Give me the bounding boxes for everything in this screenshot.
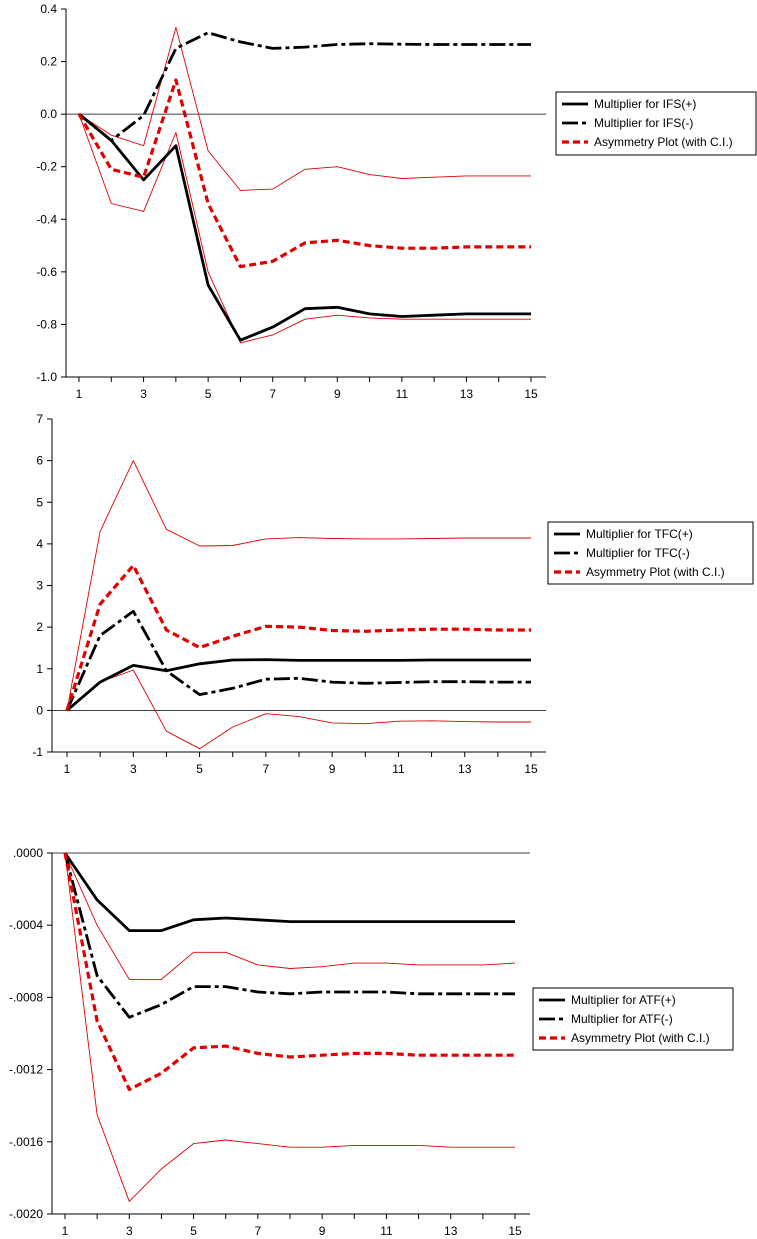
y-tick-label: -1 bbox=[32, 745, 43, 759]
legend: Multiplier for TFC(+) Multiplier for TFC(… bbox=[547, 521, 754, 585]
y-tick-label: -.0020 bbox=[9, 1207, 43, 1221]
legend-label: Multiplier for ATF(-) bbox=[571, 1012, 673, 1026]
x-tick-label: 15 bbox=[524, 762, 538, 776]
y-tick-label: -0.4 bbox=[36, 212, 57, 226]
series-line-1 bbox=[63, 852, 515, 932]
x-tick-label: 13 bbox=[444, 1224, 458, 1238]
series-line-1 bbox=[78, 113, 531, 342]
series-line-3 bbox=[65, 563, 531, 711]
legend-label: Multiplier for IFS(+) bbox=[594, 97, 696, 111]
legend-label: Multiplier for ATF(+) bbox=[571, 993, 676, 1007]
series-line-2 bbox=[78, 31, 531, 142]
x-tick-label: 15 bbox=[524, 387, 538, 401]
series-line-3 bbox=[77, 78, 531, 269]
x-tick-label: 5 bbox=[190, 1224, 197, 1238]
legend-box bbox=[547, 521, 754, 585]
legend-box bbox=[532, 987, 734, 1051]
y-tick-label: -.0008 bbox=[9, 990, 43, 1004]
x-tick-label: 9 bbox=[329, 762, 336, 776]
series-line-4 bbox=[66, 669, 531, 750]
y-tick-label: 4 bbox=[36, 537, 43, 551]
series-line-5 bbox=[78, 26, 531, 191]
x-tick-label: 1 bbox=[64, 762, 71, 776]
y-tick-label: -0.2 bbox=[36, 160, 57, 174]
y-tick-label: -.0016 bbox=[9, 1135, 43, 1149]
x-tick-label: 3 bbox=[140, 387, 147, 401]
legend: Multiplier for ATF(+) Multiplier for ATF(… bbox=[532, 987, 734, 1051]
chart-1: 0.40.20.0-0.2-0.4-0.6-0.8-1.01 3 5 7 9 11 13 15… bbox=[36, 2, 757, 401]
y-tick-label: 0 bbox=[36, 703, 43, 717]
series-line-3 bbox=[63, 852, 515, 1092]
x-tick-label: 3 bbox=[126, 1224, 133, 1238]
x-tick-label: 9 bbox=[319, 1224, 326, 1238]
y-tick-label: 0.4 bbox=[40, 2, 57, 16]
x-tick-label: 7 bbox=[269, 387, 276, 401]
y-tick-label: -0.8 bbox=[36, 317, 57, 331]
y-tick-label: .0000 bbox=[13, 846, 43, 860]
x-tick-label: 11 bbox=[396, 387, 409, 401]
y-tick-label: 6 bbox=[36, 454, 43, 468]
y-tick-label: -0.6 bbox=[36, 265, 57, 279]
series-line-5 bbox=[64, 852, 516, 980]
series-line-1 bbox=[66, 658, 531, 712]
x-tick-label: 5 bbox=[196, 762, 203, 776]
x-tick-label: 3 bbox=[130, 762, 137, 776]
legend-label: Asymmetry Plot (with C.I.) bbox=[586, 565, 725, 579]
x-tick-label: 15 bbox=[508, 1224, 522, 1238]
y-tick-label: -1.0 bbox=[36, 370, 57, 384]
legend-box bbox=[555, 91, 757, 156]
legend-label: Multiplier for TFC(+) bbox=[586, 527, 693, 541]
y-tick-label: 5 bbox=[36, 495, 43, 509]
y-tick-label: 7 bbox=[36, 412, 43, 426]
series-line-2 bbox=[63, 852, 515, 1019]
legend-label: Multiplier for TFC(-) bbox=[586, 546, 690, 560]
series-line-4 bbox=[78, 113, 531, 344]
y-tick-label: 0.0 bbox=[40, 107, 57, 121]
x-tick-label: 11 bbox=[380, 1224, 393, 1238]
x-tick-label: 13 bbox=[460, 387, 474, 401]
legend-label: Multiplier for IFS(-) bbox=[594, 116, 693, 130]
series-line-4 bbox=[64, 852, 515, 1202]
x-tick-label: 11 bbox=[392, 762, 405, 776]
legend: Multiplier for IFS(+) Multiplier for IFS(… bbox=[555, 91, 757, 156]
x-tick-label: 9 bbox=[334, 387, 341, 401]
y-tick-label: 1 bbox=[36, 662, 43, 676]
y-tick-label: -.0004 bbox=[9, 918, 43, 932]
y-tick-label: 2 bbox=[36, 620, 43, 634]
x-tick-label: 13 bbox=[458, 762, 472, 776]
y-tick-label: -.0012 bbox=[9, 1063, 43, 1077]
y-tick-label: 0.2 bbox=[40, 55, 57, 69]
x-tick-label: 7 bbox=[263, 762, 270, 776]
x-tick-label: 7 bbox=[255, 1224, 262, 1238]
x-tick-label: 1 bbox=[76, 387, 83, 401]
y-tick-label: 3 bbox=[36, 579, 43, 593]
x-tick-label: 1 bbox=[62, 1224, 69, 1238]
x-tick-label: 5 bbox=[205, 387, 212, 401]
legend-label: Asymmetry Plot (with C.I.) bbox=[571, 1031, 710, 1045]
series-line-2 bbox=[65, 609, 531, 711]
series-line-5 bbox=[66, 460, 531, 711]
legend-label: Asymmetry Plot (with C.I.) bbox=[594, 135, 733, 149]
